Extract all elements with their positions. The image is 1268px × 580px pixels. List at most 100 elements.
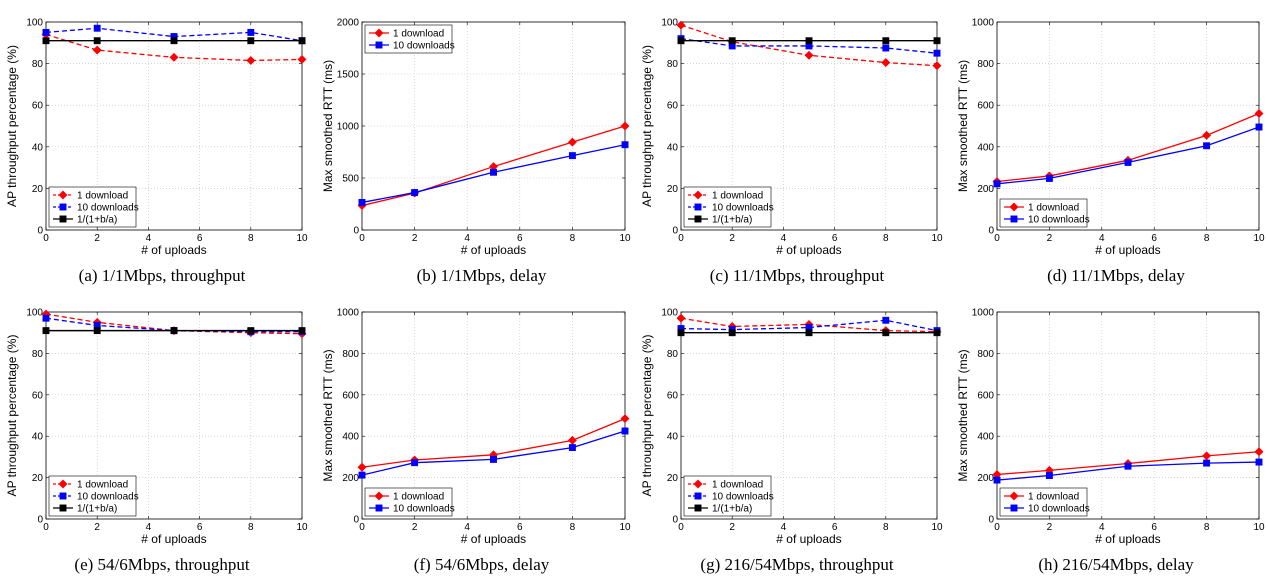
y-tick-label: 60	[667, 101, 679, 112]
y-tick-label: 100	[26, 308, 43, 319]
y-axis-label: Max smoothed RTT (ms)	[956, 60, 970, 192]
y-tick-label: 2000	[337, 18, 360, 29]
legend-swatch-marker	[1010, 504, 1018, 512]
x-tick-label: 10	[931, 233, 943, 244]
data-point	[804, 50, 814, 60]
y-tick-label: 400	[977, 432, 994, 443]
x-tick-label: 4	[146, 522, 152, 533]
data-point	[933, 329, 941, 337]
y-tick-label: 400	[977, 142, 994, 153]
x-tick-label: 0	[43, 233, 49, 244]
data-point	[567, 435, 577, 445]
x-tick-label: 6	[197, 233, 203, 244]
x-tick-label: 4	[781, 233, 787, 244]
x-tick-label: 2	[412, 233, 418, 244]
x-axis-label: # of uploads	[461, 243, 526, 257]
series-1-1-b-a-	[42, 327, 306, 335]
data-point	[1255, 458, 1263, 466]
x-tick-label: 0	[994, 233, 1000, 244]
legend-label: 1 download	[393, 492, 444, 503]
y-tick-label: 0	[37, 515, 43, 526]
data-point	[1045, 174, 1053, 182]
plot-frame	[996, 311, 1260, 520]
x-tick-label: 8	[883, 233, 889, 244]
x-tick-label: 0	[359, 233, 365, 244]
data-point	[677, 37, 685, 45]
y-tick-label: 40	[667, 432, 679, 443]
chart-panel-2: 0 2 4 6 8 10 0 500 1000 1500 2000 # of uploads Max s…	[321, 18, 631, 286]
data-point	[358, 471, 366, 479]
legend-label: 10 downloads	[1028, 504, 1090, 515]
data-point	[568, 444, 576, 452]
data-point	[93, 327, 101, 335]
legend-swatch-marker	[59, 215, 67, 223]
data-point	[1202, 451, 1212, 461]
legend-swatch-marker	[694, 504, 702, 512]
chart-panel-6: 0 2 4 6 8 10 0 200 400 600 800 1000 # of uploads Max …	[321, 308, 631, 575]
data-point	[1202, 130, 1212, 140]
x-axis-label: # of uploads	[1095, 532, 1160, 546]
data-point	[247, 327, 255, 335]
plot-frame	[45, 311, 303, 520]
y-tick-label: 80	[32, 59, 44, 70]
panel-caption: (c) 11/1Mbps, throughput	[710, 266, 885, 285]
data-point	[932, 61, 942, 71]
legend-swatch-marker	[375, 41, 383, 49]
data-point	[882, 44, 890, 52]
plot-frame	[680, 21, 938, 231]
panel-caption: (a) 1/1Mbps, throughput	[79, 266, 246, 285]
series-1-download	[357, 121, 630, 211]
data-point	[246, 55, 256, 66]
x-tick-label: 8	[1204, 522, 1210, 533]
y-tick-label: 20	[667, 473, 679, 484]
y-tick-label: 40	[32, 142, 44, 153]
series-10-downloads	[358, 427, 629, 479]
x-tick-label: 8	[248, 522, 254, 533]
legend-swatch-marker	[59, 492, 67, 500]
x-tick-label: 0	[678, 233, 684, 244]
y-axis-label: AP throughput percentage (%)	[640, 335, 654, 497]
y-tick-label: 20	[32, 473, 44, 484]
data-point	[993, 180, 1001, 188]
series-10-downloads	[993, 123, 1263, 188]
x-tick-label: 4	[781, 522, 787, 533]
data-point	[933, 37, 941, 45]
legend-label: 10 downloads	[712, 203, 774, 214]
data-point	[358, 198, 366, 206]
y-tick-label: 200	[977, 473, 994, 484]
legend-label: 1 download	[77, 480, 128, 491]
data-point	[882, 329, 890, 337]
data-point	[42, 37, 50, 45]
y-tick-label: 100	[661, 18, 678, 29]
x-tick-label: 8	[1204, 233, 1210, 244]
y-tick-label: 1000	[337, 308, 360, 319]
y-tick-label: 1000	[337, 122, 360, 133]
legend-swatch-marker	[374, 491, 384, 501]
legend-label: 10 downloads	[77, 203, 139, 214]
data-point	[42, 327, 50, 335]
y-axis-label: AP throughput percentage (%)	[640, 45, 654, 207]
series-1-1-b-a-	[677, 329, 941, 337]
y-tick-label: 400	[342, 432, 359, 443]
legend-label: 10 downloads	[712, 492, 774, 503]
data-point	[247, 37, 255, 45]
data-point	[1124, 462, 1132, 470]
x-tick-label: 8	[570, 522, 576, 533]
legend-swatch-marker	[1009, 202, 1019, 212]
panel-caption: (f) 54/6Mbps, delay	[414, 555, 550, 574]
y-axis-label: AP throughput percentage (%)	[5, 335, 19, 497]
legend-label: 10 downloads	[393, 504, 455, 515]
legend-label: 1/(1+b/a)	[77, 504, 117, 515]
series-1-1-b-a-	[42, 37, 306, 45]
legend-label: 10 downloads	[393, 41, 455, 52]
x-tick-label: 2	[729, 522, 735, 533]
x-tick-label: 2	[412, 522, 418, 533]
legend-label: 1 download	[77, 191, 128, 202]
